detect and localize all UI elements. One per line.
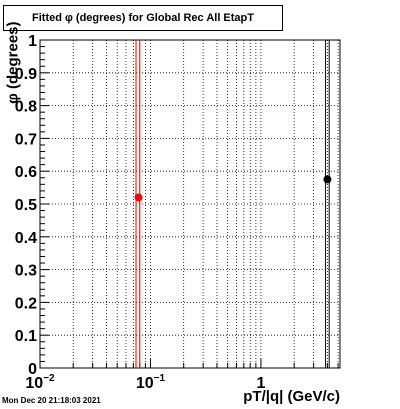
- y-tick-label: 0.5: [15, 197, 37, 214]
- y-tick-label: 0: [28, 361, 37, 378]
- y-tick-label: 0.3: [15, 263, 37, 280]
- y-tick-label: 0.8: [15, 99, 37, 116]
- y-tick-label: 0.7: [15, 131, 37, 148]
- y-tick-label: 0.6: [15, 164, 37, 181]
- y-tick-label: 0.1: [15, 328, 37, 345]
- timestamp: Mon Dec 20 21:18:03 2021: [2, 396, 101, 405]
- chart-title-text: Fitted φ (degrees) for Global Rec All Et…: [32, 12, 254, 24]
- y-tick-label: 0.9: [15, 66, 37, 83]
- y-tick-label: 1: [28, 33, 37, 50]
- y-axis-title: φ (degrees): [4, 21, 22, 104]
- x-tick-base: 10: [136, 375, 154, 392]
- x-tick-base: 10: [25, 375, 43, 392]
- data-point: [134, 193, 143, 202]
- x-tick-label: 1: [256, 375, 265, 392]
- x-tick-base: 1: [256, 375, 265, 392]
- x-axis-title: pT/|q| (GeV/c): [243, 388, 340, 405]
- x-tick-exponent: −2: [43, 373, 55, 384]
- data-point: [323, 175, 332, 184]
- chart-title: Fitted φ (degrees) for Global Rec All Et…: [3, 5, 283, 31]
- x-tick-label: 10−1: [136, 373, 166, 392]
- y-tick-label: 0.2: [15, 295, 37, 312]
- y-tick-label: 0.4: [15, 230, 37, 247]
- x-tick-label: 10−2: [25, 373, 55, 392]
- x-tick-exponent: −1: [154, 373, 166, 384]
